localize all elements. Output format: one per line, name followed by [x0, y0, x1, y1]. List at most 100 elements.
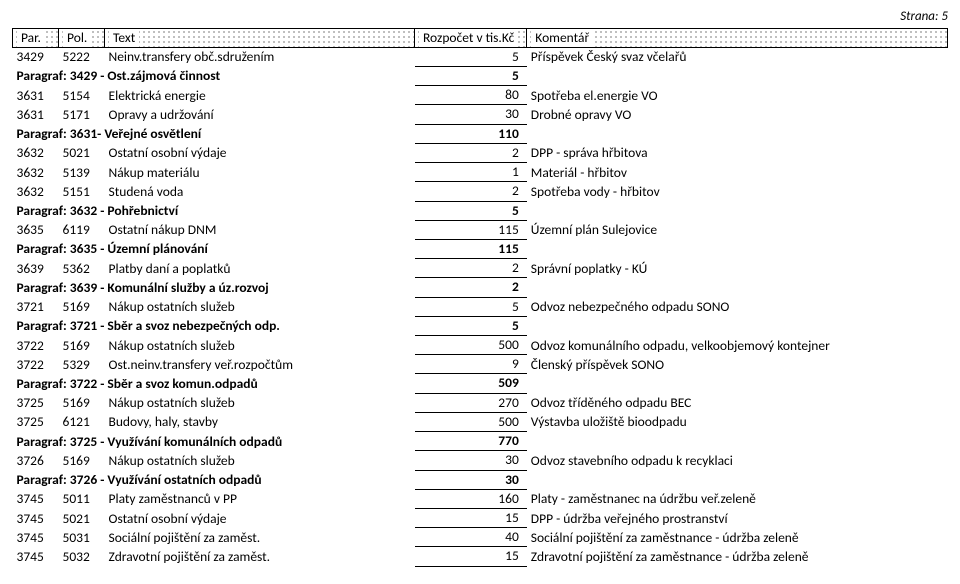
- cell-amount: 500: [415, 336, 527, 355]
- cell-comment: Drobné opravy VO: [527, 105, 948, 124]
- cell-comment: Odvoz tříděného odpadu BEC: [527, 393, 948, 412]
- paragraf-amount: 30: [415, 470, 527, 489]
- cell-amount: 5: [415, 47, 527, 66]
- budget-table: Par. Pol. Text Rozpočet v tis.Kč Komentá…: [12, 28, 948, 567]
- paragraf-amount: 509: [415, 374, 527, 393]
- cell-text: Nákup ostatních služeb: [105, 336, 415, 355]
- cell-pol: 5169: [59, 336, 105, 355]
- cell-par: 3632: [13, 182, 59, 201]
- cell-text: Nákup ostatních služeb: [105, 393, 415, 412]
- header-amount: Rozpočet v tis.Kč: [415, 28, 527, 47]
- cell-comment: Odvoz komunálního odpadu, velkoobjemový …: [527, 336, 948, 355]
- cell-pol: 5032: [59, 547, 105, 566]
- cell-text: Zdravotní pojištění za zaměst.: [105, 547, 415, 566]
- cell-pol: 5011: [59, 489, 105, 508]
- paragraf-label: Paragraf: 3631- Veřejné osvětlení: [13, 124, 415, 143]
- paragraf-row: Paragraf: 3722 - Sběr a svoz komun.odpad…: [13, 374, 948, 393]
- cell-comment: Platy - zaměstnanec na údržbu veř.zeleně: [527, 489, 948, 508]
- cell-amount: 9: [415, 355, 527, 374]
- paragraf-row: Paragraf: 3726 - Využívání ostatních odp…: [13, 470, 948, 489]
- cell-amount: 5: [415, 297, 527, 316]
- cell-amount: 15: [415, 509, 527, 528]
- cell-amount: 2: [415, 182, 527, 201]
- cell-comment: Výstavba uložiště bioodpadu: [527, 412, 948, 431]
- cell-par: 3632: [13, 143, 59, 162]
- header-par: Par.: [13, 28, 59, 47]
- cell-text: Ost.neinv.transfery veř.rozpočtům: [105, 355, 415, 374]
- paragraf-label: Paragraf: 3639 - Komunální služby a úz.r…: [13, 278, 415, 297]
- cell-pol: 5169: [59, 393, 105, 412]
- cell-par: 3722: [13, 355, 59, 374]
- paragraf-row: Paragraf: 3632 - Pohřebnictví5: [13, 201, 948, 220]
- cell-comment: Územní plán Sulejovice: [527, 220, 948, 239]
- cell-par: 3745: [13, 547, 59, 566]
- paragraf-row: Paragraf: 3725 - Využívání komunálních o…: [13, 432, 948, 451]
- cell-amount: 1: [415, 163, 527, 182]
- cell-amount: 80: [415, 86, 527, 105]
- cell-par: 3745: [13, 489, 59, 508]
- table-row: 37215169Nákup ostatních služeb5Odvoz neb…: [13, 297, 948, 316]
- cell-amount: 160: [415, 489, 527, 508]
- cell-pol: 5151: [59, 182, 105, 201]
- table-row: 37455031Sociální pojištění za zaměst.40S…: [13, 528, 948, 547]
- cell-amount: 2: [415, 259, 527, 278]
- cell-text: Nákup ostatních služeb: [105, 297, 415, 316]
- cell-comment: Spotřeba vody - hřbitov: [527, 182, 948, 201]
- paragraf-label: Paragraf: 3725 - Využívání komunálních o…: [13, 432, 415, 451]
- header-comment: Komentář: [527, 28, 948, 47]
- paragraf-row: Paragraf: 3635 - Územní plánování115: [13, 239, 948, 258]
- cell-amount: 2: [415, 143, 527, 162]
- page-number: Strana: 5: [12, 8, 948, 26]
- cell-text: Elektrická energie: [105, 86, 415, 105]
- paragraf-amount: 5: [415, 316, 527, 335]
- table-row: 37255169Nákup ostatních služeb270Odvoz t…: [13, 393, 948, 412]
- cell-text: Neinv.transfery obč.sdružením: [105, 47, 415, 66]
- cell-pol: 5169: [59, 297, 105, 316]
- table-row: 37455021Ostatní osobní výdaje15DPP - údr…: [13, 509, 948, 528]
- cell-text: Ostatní osobní výdaje: [105, 143, 415, 162]
- cell-amount: 270: [415, 393, 527, 412]
- table-row: 34295222Neinv.transfery obč.sdružením5Př…: [13, 47, 948, 66]
- table-row: 37225329Ost.neinv.transfery veř.rozpočtů…: [13, 355, 948, 374]
- cell-pol: 5154: [59, 86, 105, 105]
- cell-par: 3631: [13, 86, 59, 105]
- table-header-row: Par. Pol. Text Rozpočet v tis.Kč Komentá…: [13, 28, 948, 47]
- table-row: 36325151Studená voda2Spotřeba vody - hřb…: [13, 182, 948, 201]
- paragraf-amount: 2: [415, 278, 527, 297]
- cell-pol: 5139: [59, 163, 105, 182]
- table-row: 37455011Platy zaměstnanců v PP160Platy -…: [13, 489, 948, 508]
- cell-par: 3745: [13, 528, 59, 547]
- paragraf-amount: 770: [415, 432, 527, 451]
- cell-pol: 5021: [59, 143, 105, 162]
- paragraf-amount: 110: [415, 124, 527, 143]
- paragraf-label: Paragraf: 3722 - Sběr a svoz komun.odpad…: [13, 374, 415, 393]
- table-row: 36395362Platby daní a poplatků2Správní p…: [13, 259, 948, 278]
- cell-comment: Odvoz nebezpečného odpadu SONO: [527, 297, 948, 316]
- cell-text: Platy zaměstnanců v PP: [105, 489, 415, 508]
- paragraf-row: Paragraf: 3429 - Ost.zájmová činnost5: [13, 66, 948, 85]
- cell-text: Sociální pojištění za zaměst.: [105, 528, 415, 547]
- cell-comment: Zdravotní pojištění za zaměstnance - údr…: [527, 547, 948, 566]
- table-row: 37265169Nákup ostatních služeb30Odvoz st…: [13, 451, 948, 470]
- table-row: 36356119Ostatní nákup DNM115Územní plán …: [13, 220, 948, 239]
- cell-par: 3632: [13, 163, 59, 182]
- cell-amount: 15: [415, 547, 527, 566]
- cell-par: 3635: [13, 220, 59, 239]
- table-row: 36315154Elektrická energie80Spotřeba el.…: [13, 86, 948, 105]
- paragraf-label: Paragraf: 3721 - Sběr a svoz nebezpečnýc…: [13, 316, 415, 335]
- cell-text: Opravy a udržování: [105, 105, 415, 124]
- cell-text: Platby daní a poplatků: [105, 259, 415, 278]
- cell-par: 3745: [13, 509, 59, 528]
- paragraf-amount: 5: [415, 66, 527, 85]
- cell-comment: Sociální pojištění za zaměstnance - údrž…: [527, 528, 948, 547]
- paragraf-amount: 5: [415, 201, 527, 220]
- cell-par: 3721: [13, 297, 59, 316]
- cell-amount: 500: [415, 412, 527, 431]
- cell-amount: 40: [415, 528, 527, 547]
- paragraf-label: Paragraf: 3726 - Využívání ostatních odp…: [13, 470, 415, 489]
- table-row: 36315171Opravy a udržování30Drobné oprav…: [13, 105, 948, 124]
- cell-pol: 5031: [59, 528, 105, 547]
- cell-pol: 6121: [59, 412, 105, 431]
- cell-amount: 30: [415, 451, 527, 470]
- cell-amount: 30: [415, 105, 527, 124]
